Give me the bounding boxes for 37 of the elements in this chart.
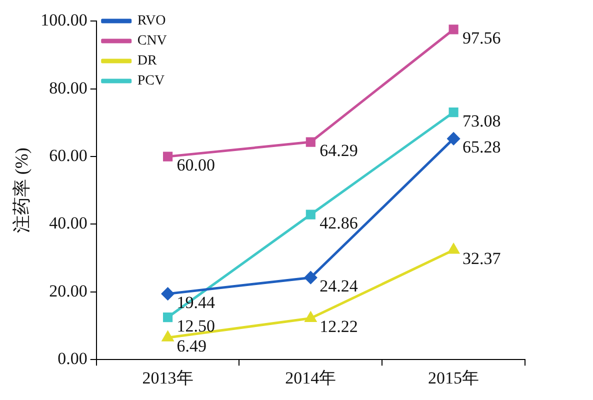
point: [306, 210, 316, 220]
point: [162, 331, 174, 342]
legend-label: DR: [137, 54, 158, 69]
point: [448, 108, 458, 118]
data-label: 73.08: [462, 111, 501, 130]
y-tick-label: 0.00: [58, 349, 88, 368]
point: [305, 312, 316, 322]
data-label: 12.22: [320, 317, 358, 336]
data-label: 12.50: [176, 316, 216, 336]
legend-label: RVO: [137, 14, 166, 29]
data-label: 24.24: [320, 276, 358, 296]
point: [304, 271, 317, 284]
point: [306, 137, 316, 147]
data-label: 64.29: [320, 141, 358, 160]
y-tick-label: 40.00: [49, 214, 88, 233]
data-label: 6.49: [176, 336, 207, 356]
data-label: 60.00: [176, 156, 216, 175]
legend-label: CNV: [137, 34, 167, 49]
x-tick-label: 2014年: [285, 368, 336, 388]
point: [448, 24, 458, 34]
x-tick-label: 2013年: [142, 368, 194, 388]
y-tick-label: 80.00: [49, 78, 88, 98]
legend-label: PCV: [137, 74, 165, 89]
x-tick-label: 2015年: [428, 368, 480, 388]
y-tick-label: 20.00: [49, 281, 88, 300]
data-label: 97.56: [462, 28, 501, 48]
y-tick-label: 60.00: [49, 146, 88, 166]
data-label: 65.28: [462, 138, 501, 157]
y-axis-title: 注药率 (%): [12, 148, 32, 234]
point: [162, 288, 174, 300]
point: [163, 312, 173, 322]
data-label: 32.37: [462, 249, 502, 268]
point: [448, 244, 460, 254]
data-label: 42.86: [320, 214, 358, 233]
point: [447, 132, 460, 145]
y-tick-label: 100.00: [40, 10, 88, 30]
point: [163, 152, 173, 162]
